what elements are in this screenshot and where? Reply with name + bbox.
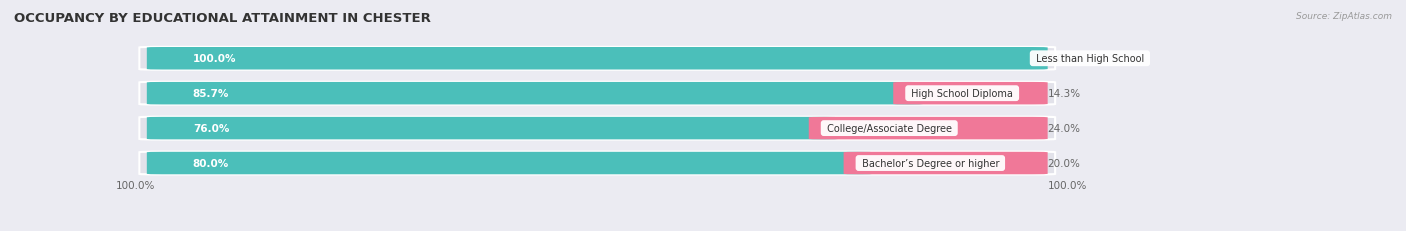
Text: 100.0%: 100.0%	[193, 54, 236, 64]
Text: 85.7%: 85.7%	[193, 89, 229, 99]
Text: Less than High School: Less than High School	[1033, 54, 1147, 64]
Text: Source: ZipAtlas.com: Source: ZipAtlas.com	[1296, 12, 1392, 21]
Text: 0.0%: 0.0%	[1047, 54, 1074, 64]
FancyBboxPatch shape	[146, 117, 838, 140]
Text: 80.0%: 80.0%	[193, 158, 229, 168]
Text: College/Associate Degree: College/Associate Degree	[824, 124, 955, 134]
FancyBboxPatch shape	[893, 82, 1047, 105]
Text: OCCUPANCY BY EDUCATIONAL ATTAINMENT IN CHESTER: OCCUPANCY BY EDUCATIONAL ATTAINMENT IN C…	[14, 12, 430, 24]
FancyBboxPatch shape	[808, 117, 1047, 140]
FancyBboxPatch shape	[146, 82, 924, 105]
FancyBboxPatch shape	[146, 152, 873, 175]
FancyBboxPatch shape	[844, 152, 1047, 175]
Text: 100.0%: 100.0%	[117, 180, 156, 190]
Text: Bachelor’s Degree or higher: Bachelor’s Degree or higher	[859, 158, 1002, 168]
Text: 100.0%: 100.0%	[1047, 180, 1087, 190]
Text: 14.3%: 14.3%	[1047, 89, 1081, 99]
FancyBboxPatch shape	[139, 152, 1054, 175]
Text: 20.0%: 20.0%	[1047, 158, 1081, 168]
Text: 24.0%: 24.0%	[1047, 124, 1081, 134]
FancyBboxPatch shape	[139, 117, 1054, 140]
FancyBboxPatch shape	[139, 82, 1054, 105]
FancyBboxPatch shape	[146, 48, 1047, 70]
Text: High School Diploma: High School Diploma	[908, 89, 1017, 99]
Text: 76.0%: 76.0%	[193, 124, 229, 134]
FancyBboxPatch shape	[139, 48, 1054, 70]
